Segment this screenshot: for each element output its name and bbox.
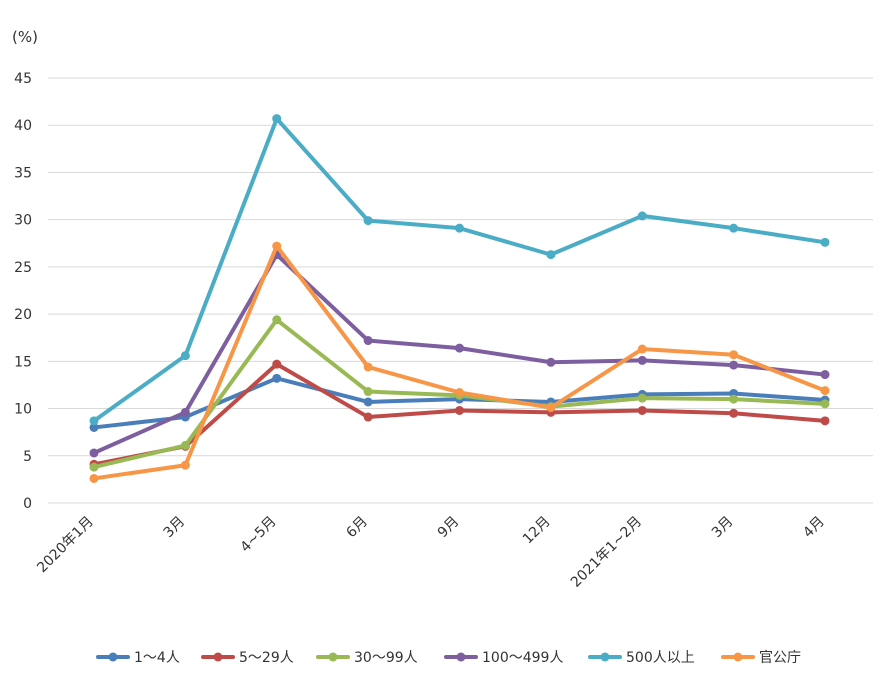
data-point bbox=[363, 387, 373, 397]
series-5 bbox=[89, 241, 830, 483]
data-point bbox=[637, 405, 647, 415]
data-point bbox=[455, 223, 464, 233]
data-point bbox=[272, 359, 282, 369]
legend-swatch-marker bbox=[733, 652, 743, 662]
data-point bbox=[820, 399, 830, 409]
data-point bbox=[272, 315, 282, 325]
data-point bbox=[637, 211, 647, 221]
legend-item: 1～4人 bbox=[96, 650, 180, 666]
data-point bbox=[272, 241, 282, 251]
data-point bbox=[363, 216, 373, 226]
y-tick-label: 20 bbox=[14, 307, 32, 323]
series-1 bbox=[89, 359, 830, 469]
data-point bbox=[455, 405, 464, 415]
x-tick-label: 9月 bbox=[435, 514, 463, 542]
x-tick-label: 3月 bbox=[709, 514, 737, 542]
y-tick-label: 35 bbox=[14, 165, 32, 181]
series-4 bbox=[89, 114, 830, 426]
data-point bbox=[455, 343, 464, 353]
data-point bbox=[89, 416, 99, 426]
legend-label: 30～99人 bbox=[354, 650, 418, 666]
y-tick-label: 25 bbox=[14, 260, 32, 276]
data-point bbox=[820, 370, 830, 380]
x-tick-label: 4~5月 bbox=[237, 514, 279, 556]
x-tick-label: 6月 bbox=[343, 514, 371, 542]
gridlines bbox=[48, 77, 873, 504]
data-point bbox=[272, 114, 282, 124]
legend-label: 1～4人 bbox=[134, 650, 180, 666]
legend-item: 500人以上 bbox=[588, 650, 695, 666]
data-point bbox=[180, 351, 190, 361]
data-point bbox=[820, 386, 830, 396]
y-tick-label: 30 bbox=[14, 213, 32, 229]
data-point bbox=[637, 393, 647, 403]
data-point bbox=[820, 416, 830, 426]
data-point bbox=[89, 422, 99, 432]
data-point bbox=[180, 460, 190, 470]
legend-swatch-marker bbox=[600, 652, 610, 662]
data-point bbox=[89, 473, 99, 483]
data-point bbox=[89, 462, 99, 472]
data-point bbox=[729, 223, 739, 233]
y-tick-label: 15 bbox=[14, 354, 32, 370]
data-point bbox=[363, 397, 373, 407]
legend-swatch-marker bbox=[456, 652, 466, 662]
y-axis-ticks: 0 5 10 15 20 25 30 35 40 45 bbox=[14, 71, 32, 512]
data-point bbox=[363, 336, 373, 346]
y-tick-label: 5 bbox=[23, 449, 32, 465]
x-axis-ticks: 2020年1月 3月 4~5月 6月 9月 12月 2021年1~2月 3月 4月 bbox=[34, 514, 828, 591]
data-point bbox=[272, 373, 282, 383]
data-point bbox=[180, 440, 190, 450]
data-point bbox=[363, 412, 373, 422]
data-point bbox=[637, 344, 647, 354]
x-tick-label: 3月 bbox=[161, 514, 189, 542]
data-point bbox=[546, 403, 556, 413]
y-tick-label: 40 bbox=[14, 118, 32, 134]
y-tick-label: 10 bbox=[14, 402, 32, 418]
data-point bbox=[89, 448, 99, 458]
legend-label: 5～29人 bbox=[239, 650, 294, 666]
data-point bbox=[455, 388, 464, 397]
legend-item: 100～499人 bbox=[444, 650, 563, 666]
data-point bbox=[546, 357, 556, 367]
legend-swatch-marker bbox=[328, 652, 338, 662]
legend-item: 5～29人 bbox=[201, 650, 294, 666]
legend-swatch-marker bbox=[108, 652, 118, 662]
data-point bbox=[820, 237, 830, 247]
data-point bbox=[729, 394, 739, 404]
legend: 1～4人 5～29人 30～99人 100～499人 500人以上 官公庁 bbox=[96, 650, 801, 666]
data-point bbox=[729, 360, 739, 370]
x-tick-label: 2020年1月 bbox=[34, 514, 97, 577]
data-point bbox=[180, 407, 190, 417]
data-point bbox=[637, 355, 647, 365]
x-tick-label: 12月 bbox=[520, 514, 554, 548]
series-3 bbox=[89, 250, 830, 458]
data-point bbox=[546, 250, 556, 260]
y-tick-label: 0 bbox=[23, 496, 32, 512]
series-lines bbox=[89, 114, 830, 483]
legend-label: 官公庁 bbox=[759, 650, 801, 666]
x-tick-label: 4月 bbox=[800, 514, 828, 542]
legend-item: 30～99人 bbox=[316, 650, 418, 666]
x-tick-label: 2021年1~2月 bbox=[568, 514, 645, 591]
data-point bbox=[729, 408, 739, 418]
y-tick-label: 45 bbox=[14, 71, 32, 87]
legend-label: 500人以上 bbox=[626, 650, 695, 666]
legend-swatch-marker bbox=[213, 652, 223, 662]
legend-item: 官公庁 bbox=[721, 650, 801, 666]
y-axis-unit-label: (%) bbox=[12, 28, 38, 46]
data-point bbox=[729, 350, 739, 360]
series-line bbox=[92, 116, 827, 423]
legend-label: 100～499人 bbox=[482, 650, 563, 666]
data-point bbox=[363, 362, 373, 372]
